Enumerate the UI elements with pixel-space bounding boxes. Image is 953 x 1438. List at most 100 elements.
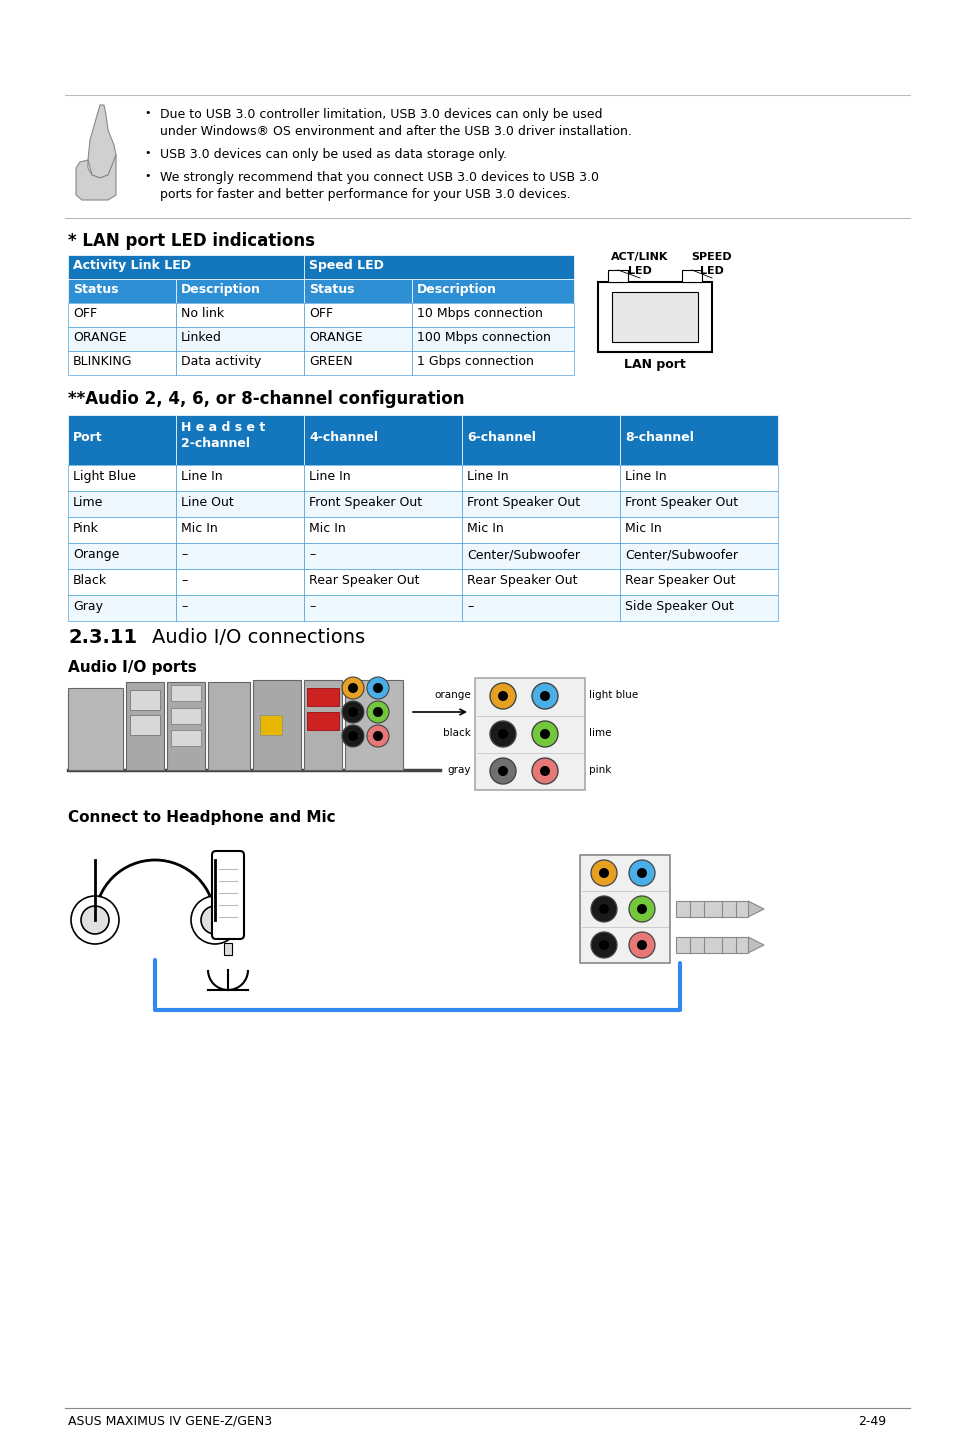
Circle shape xyxy=(71,896,119,943)
Text: OFF: OFF xyxy=(309,306,333,321)
Circle shape xyxy=(201,906,229,935)
Circle shape xyxy=(367,677,389,699)
Bar xyxy=(260,715,282,735)
Bar xyxy=(475,677,584,789)
Circle shape xyxy=(88,718,104,733)
Text: No link: No link xyxy=(181,306,224,321)
Circle shape xyxy=(532,683,558,709)
Text: LED: LED xyxy=(700,266,723,276)
Text: Status: Status xyxy=(73,283,118,296)
Bar xyxy=(304,595,461,621)
Text: Activity Link LED: Activity Link LED xyxy=(73,259,191,272)
Text: ORANGE: ORANGE xyxy=(73,331,127,344)
Text: ASUS MAXIMUS IV GENE-Z/GEN3: ASUS MAXIMUS IV GENE-Z/GEN3 xyxy=(68,1415,272,1428)
Bar xyxy=(307,712,338,731)
Bar xyxy=(681,270,701,282)
Text: Description: Description xyxy=(416,283,497,296)
Circle shape xyxy=(490,720,516,746)
Bar xyxy=(304,303,412,326)
Bar xyxy=(175,569,304,595)
Text: Front Speaker Out: Front Speaker Out xyxy=(309,496,421,509)
Text: 2-channel: 2-channel xyxy=(181,437,250,450)
Bar xyxy=(175,544,304,569)
Bar xyxy=(175,518,304,544)
Text: SPEED: SPEED xyxy=(691,252,732,262)
Text: Center/Subwoofer: Center/Subwoofer xyxy=(467,548,579,561)
Bar xyxy=(68,416,175,464)
Text: gray: gray xyxy=(447,765,471,775)
Circle shape xyxy=(341,700,364,723)
Text: orange: orange xyxy=(434,690,471,700)
Circle shape xyxy=(532,720,558,746)
Text: 2.3.11: 2.3.11 xyxy=(68,628,137,647)
Text: Orange: Orange xyxy=(73,548,119,561)
Circle shape xyxy=(78,707,113,743)
Circle shape xyxy=(532,758,558,784)
Text: ORANGE: ORANGE xyxy=(309,331,362,344)
Bar xyxy=(461,595,619,621)
Bar xyxy=(68,255,304,279)
Circle shape xyxy=(490,683,516,709)
Text: Connect to Headphone and Mic: Connect to Headphone and Mic xyxy=(68,810,335,825)
Text: LAN port: LAN port xyxy=(623,358,685,371)
Circle shape xyxy=(539,729,550,739)
Bar xyxy=(126,682,164,769)
Circle shape xyxy=(637,905,646,915)
Bar xyxy=(175,326,304,351)
Circle shape xyxy=(367,725,389,746)
Bar xyxy=(619,518,778,544)
Bar xyxy=(304,279,412,303)
Circle shape xyxy=(590,896,617,922)
Text: Line In: Line In xyxy=(181,470,222,483)
Text: Mic In: Mic In xyxy=(624,522,661,535)
Text: Status: Status xyxy=(309,283,355,296)
Bar xyxy=(412,279,574,303)
Text: USB 3.0 devices can only be used as data storage only.: USB 3.0 devices can only be used as data… xyxy=(160,148,507,161)
Bar xyxy=(253,680,301,769)
Bar xyxy=(412,303,574,326)
Text: •: • xyxy=(145,108,152,118)
Circle shape xyxy=(373,707,382,718)
Bar xyxy=(68,351,175,375)
Bar xyxy=(579,856,669,963)
Bar xyxy=(171,731,201,746)
Bar xyxy=(304,544,461,569)
Circle shape xyxy=(373,731,382,741)
Circle shape xyxy=(628,932,655,958)
Bar xyxy=(598,282,711,352)
FancyBboxPatch shape xyxy=(212,851,244,939)
Bar xyxy=(676,902,747,917)
Text: Audio I/O connections: Audio I/O connections xyxy=(152,628,365,647)
Text: •: • xyxy=(145,171,152,181)
Text: Pink: Pink xyxy=(73,522,99,535)
Bar xyxy=(304,351,412,375)
Circle shape xyxy=(628,860,655,886)
Text: Gray: Gray xyxy=(73,600,103,613)
Bar xyxy=(619,416,778,464)
Bar xyxy=(619,490,778,518)
Circle shape xyxy=(539,692,550,700)
Text: ACT/LINK: ACT/LINK xyxy=(611,252,668,262)
Bar xyxy=(461,569,619,595)
Bar xyxy=(167,682,205,769)
Bar xyxy=(175,303,304,326)
Text: **Audio 2, 4, 6, or 8-channel configuration: **Audio 2, 4, 6, or 8-channel configurat… xyxy=(68,390,464,408)
Text: BLINKING: BLINKING xyxy=(73,355,132,368)
Bar xyxy=(171,684,201,700)
Text: Line In: Line In xyxy=(309,470,351,483)
Text: –: – xyxy=(309,600,314,613)
Text: Mic In: Mic In xyxy=(467,522,503,535)
Circle shape xyxy=(497,729,507,739)
Circle shape xyxy=(590,860,617,886)
Text: LED: LED xyxy=(627,266,651,276)
Bar xyxy=(304,326,412,351)
Bar xyxy=(412,326,574,351)
Text: 8-channel: 8-channel xyxy=(624,431,693,444)
Bar xyxy=(612,292,698,342)
Text: ports for faster and better performance for your USB 3.0 devices.: ports for faster and better performance … xyxy=(160,188,570,201)
Text: –: – xyxy=(309,548,314,561)
Bar xyxy=(412,351,574,375)
Text: GREEN: GREEN xyxy=(309,355,353,368)
Text: Due to USB 3.0 controller limitation, USB 3.0 devices can only be used: Due to USB 3.0 controller limitation, US… xyxy=(160,108,602,121)
Text: Speed LED: Speed LED xyxy=(309,259,383,272)
